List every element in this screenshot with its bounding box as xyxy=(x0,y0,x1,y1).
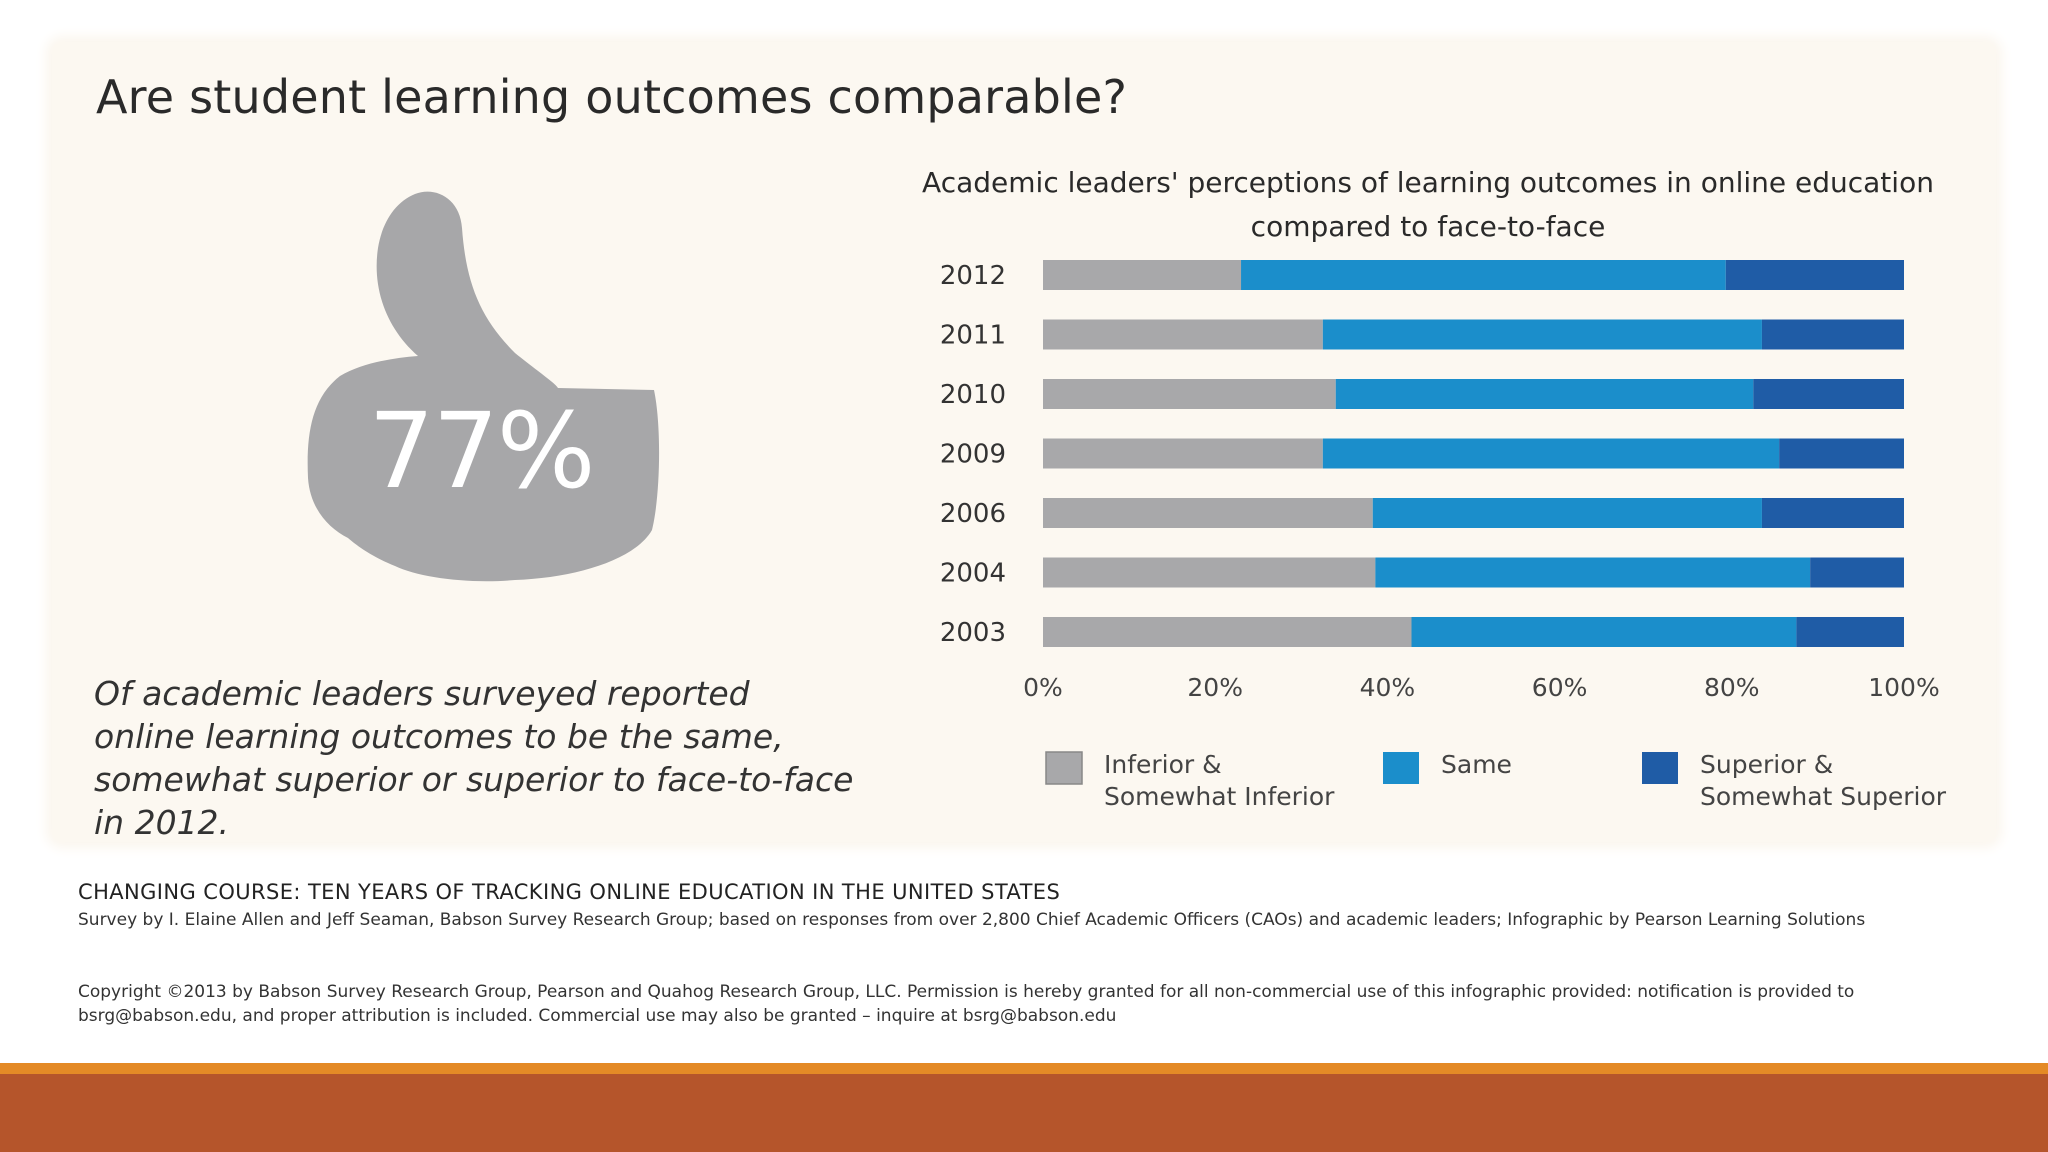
bar-2006-0 xyxy=(1043,498,1373,528)
x-tick-label: 60% xyxy=(1532,673,1588,702)
y-tick-label: 2004 xyxy=(940,559,1006,589)
legend: Inferior & Somewhat Inferior Same Superior … xyxy=(1045,750,1947,811)
bar-2010-0 xyxy=(1043,379,1336,409)
bar-2009-1 xyxy=(1322,438,1780,469)
bar-2004-1 xyxy=(1375,557,1811,588)
bar-2006-1 xyxy=(1372,498,1762,528)
x-tick-label: 80% xyxy=(1704,673,1760,702)
bar-2003-1 xyxy=(1411,617,1797,647)
bar-2004-2 xyxy=(1810,557,1904,588)
footer-copyright: Copyright ©2013 by Babson Survey Researc… xyxy=(78,982,1855,1026)
bottom-bar xyxy=(0,1074,2048,1152)
chart-title-line-2: compared to face-to-face xyxy=(1251,210,1606,243)
legend-swatch xyxy=(1383,752,1419,784)
big-stat: 77% xyxy=(368,390,595,512)
bar-2003-2 xyxy=(1796,617,1904,647)
bar-2012-0 xyxy=(1043,260,1242,290)
legend-label: Somewhat Inferior xyxy=(1104,782,1335,811)
bar-2006-2 xyxy=(1761,498,1904,528)
chart-title-line-1: Academic leaders' perceptions of learnin… xyxy=(922,166,1934,199)
bar-2011-0 xyxy=(1043,319,1323,350)
footer-survey-credit: Survey by I. Elaine Allen and Jeff Seama… xyxy=(78,910,1866,930)
legend-label: Superior & xyxy=(1700,750,1833,779)
bar-2004-0 xyxy=(1043,557,1376,588)
stacked-bar-chart: Academic leaders' perceptions of learnin… xyxy=(922,166,1947,811)
legend-swatch xyxy=(1642,752,1678,784)
bar-2012-2 xyxy=(1725,260,1904,290)
bar-2009-2 xyxy=(1779,438,1904,469)
bar-2010-2 xyxy=(1753,379,1904,409)
bar-2010-1 xyxy=(1335,379,1754,409)
footer-title: CHANGING COURSE: TEN YEARS OF TRACKING O… xyxy=(78,880,1061,904)
x-tick-label: 0% xyxy=(1023,673,1063,702)
legend-label: Inferior & xyxy=(1104,750,1222,779)
x-tick-label: 40% xyxy=(1360,673,1416,702)
headline: Are student learning outcomes comparable… xyxy=(96,70,1128,124)
y-axis-ticks: 2012 2011 2010 2009 2006 2004 2003 xyxy=(940,261,1006,648)
legend-label: Somewhat Superior xyxy=(1700,782,1947,811)
bar-2003-0 xyxy=(1043,617,1412,647)
thumbs-up-icon xyxy=(307,191,660,582)
bar-2009-0 xyxy=(1043,438,1323,469)
x-axis-ticks: 0% 20% 40% 60% 80% 100% xyxy=(1023,673,1940,702)
y-tick-label: 2009 xyxy=(940,440,1006,470)
bar-2012-1 xyxy=(1241,260,1726,290)
bars-group xyxy=(1043,260,1904,647)
bar-2011-2 xyxy=(1761,319,1904,350)
y-tick-label: 2003 xyxy=(940,618,1006,648)
caption: Of academic leaders surveyed reported on… xyxy=(94,674,854,842)
x-tick-label: 100% xyxy=(1868,673,1939,702)
legend-swatch xyxy=(1045,751,1083,785)
y-tick-label: 2006 xyxy=(940,499,1006,529)
bottom-accent-stripe xyxy=(0,1063,2048,1074)
y-tick-label: 2011 xyxy=(940,321,1006,351)
legend-label: Same xyxy=(1441,750,1512,779)
bar-2011-1 xyxy=(1322,319,1762,350)
x-tick-label: 20% xyxy=(1187,673,1243,702)
y-tick-label: 2012 xyxy=(940,261,1006,291)
y-tick-label: 2010 xyxy=(940,380,1006,410)
